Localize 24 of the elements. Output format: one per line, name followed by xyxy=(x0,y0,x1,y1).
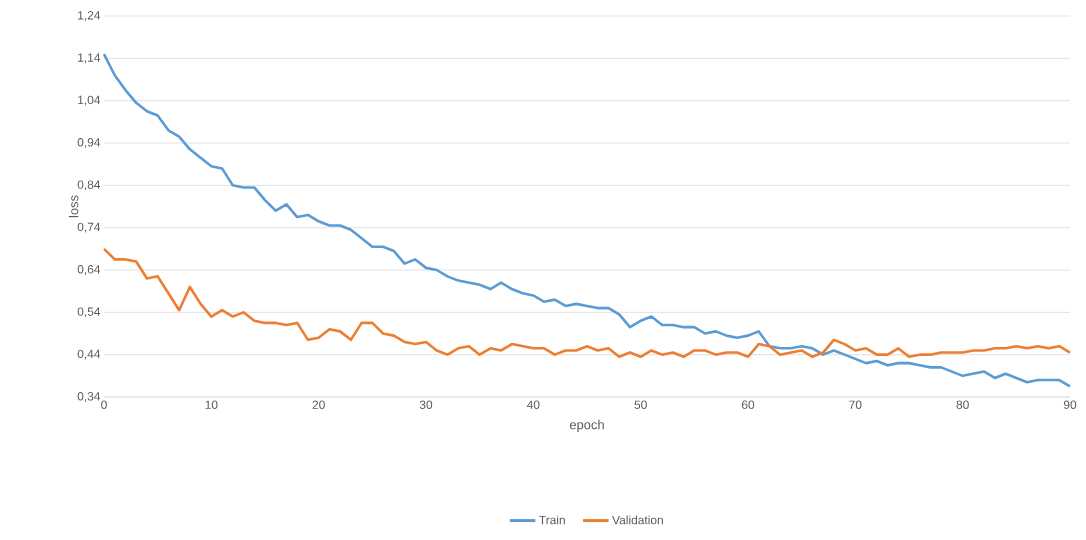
x-tick-label: 40 xyxy=(526,400,540,409)
x-axis-title: epoch xyxy=(569,419,604,432)
y-tick-label: 0,64 xyxy=(77,265,101,275)
y-tick-label: 1,24 xyxy=(78,11,101,21)
legend-label: Validation xyxy=(612,515,663,525)
legend-label: Train xyxy=(539,515,565,525)
y-tick-label: 1,04 xyxy=(78,95,101,106)
x-tick-label: 60 xyxy=(741,400,755,409)
x-tick-label: 70 xyxy=(849,400,862,409)
y-tick-label: 0,34 xyxy=(77,392,101,402)
y-tick-label: 0,54 xyxy=(77,307,101,318)
y-tick-label: 1,14 xyxy=(78,53,101,64)
y-tick-label: 0,84 xyxy=(77,180,101,191)
y-axis-title: loss xyxy=(68,195,79,218)
x-tick-label: 80 xyxy=(956,400,969,409)
x-tick-label: 10 xyxy=(205,400,218,409)
x-tick-label: 90 xyxy=(1063,400,1077,409)
y-tick-label: 0,94 xyxy=(77,138,101,148)
x-tick-label: 0 xyxy=(101,400,107,409)
x-tick-label: 50 xyxy=(634,400,647,409)
y-tick-label: 0,44 xyxy=(77,349,101,360)
y-tick-label: 0,74 xyxy=(77,222,101,233)
x-tick-label: 20 xyxy=(312,400,325,409)
x-tick-label: 30 xyxy=(419,400,433,409)
